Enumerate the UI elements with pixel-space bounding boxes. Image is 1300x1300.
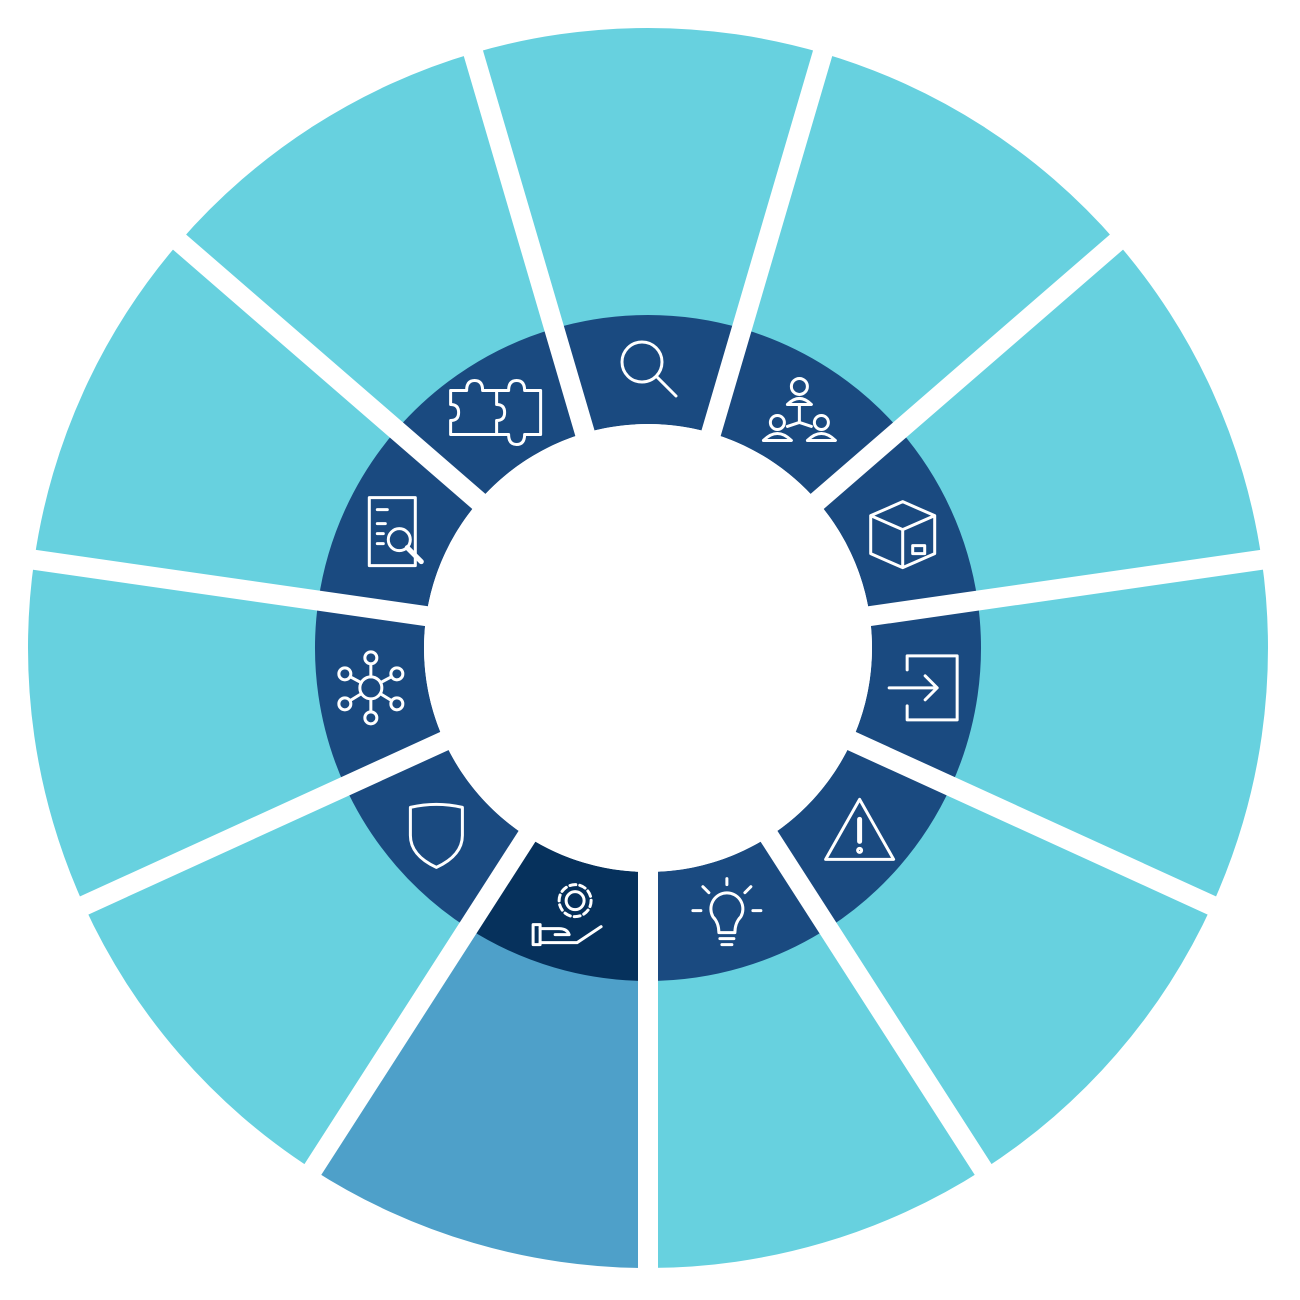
icon-part (495, 378, 543, 446)
icon-part (348, 675, 363, 685)
icon-part (785, 396, 813, 406)
icon-part (389, 666, 405, 682)
icon-part (389, 696, 405, 712)
inner-segment (851, 600, 982, 787)
icon-part (905, 654, 959, 722)
icon-part (869, 500, 937, 570)
icon-part (404, 545, 424, 565)
inner-segment (345, 741, 527, 929)
icon-part (367, 496, 417, 568)
icon-part (386, 527, 412, 553)
icon-part (620, 340, 664, 384)
inner-segment (554, 315, 742, 434)
center-circle (424, 424, 872, 872)
icon-part (824, 797, 896, 861)
segment-icon (449, 378, 543, 446)
icon-part (375, 508, 389, 546)
icons (337, 340, 959, 947)
segment-icon (761, 376, 837, 442)
segment-icon (531, 883, 603, 947)
segment-icon (869, 500, 937, 570)
segment-icon (691, 877, 763, 947)
icon-part (378, 675, 394, 685)
icon-part (449, 378, 507, 436)
icon-part (408, 802, 464, 869)
icon-part (709, 891, 745, 947)
icon-part (856, 846, 864, 854)
icon-part (785, 402, 813, 428)
outer-segment (741, 53, 1117, 432)
icon-part (887, 674, 939, 702)
segment-icon (337, 650, 405, 726)
icon-part (348, 692, 363, 703)
segment-icon (408, 802, 464, 869)
icon-part (812, 413, 830, 431)
icon-part (538, 925, 603, 945)
segment-icon (824, 797, 896, 861)
segment-icon (887, 654, 959, 722)
icon-part (557, 883, 593, 919)
outer-segment (898, 241, 1262, 601)
outer-segment (34, 241, 398, 601)
icon-part (789, 376, 809, 396)
outer-segment (648, 926, 984, 1268)
outer-segment (473, 27, 823, 331)
icon-part (655, 375, 678, 398)
icon-part (761, 431, 793, 442)
segment-icon (620, 340, 678, 398)
icon-part (911, 544, 927, 556)
outer-segment (312, 926, 648, 1268)
icon-part (337, 666, 353, 682)
outer-segment (179, 53, 555, 432)
icon-part (564, 890, 586, 912)
icon-part (531, 923, 542, 947)
icon-part (691, 877, 763, 913)
icon-part (805, 431, 837, 442)
icon-part (768, 413, 786, 431)
icon-part (378, 692, 394, 703)
icon-part (337, 696, 353, 712)
segment-icon (367, 496, 424, 568)
